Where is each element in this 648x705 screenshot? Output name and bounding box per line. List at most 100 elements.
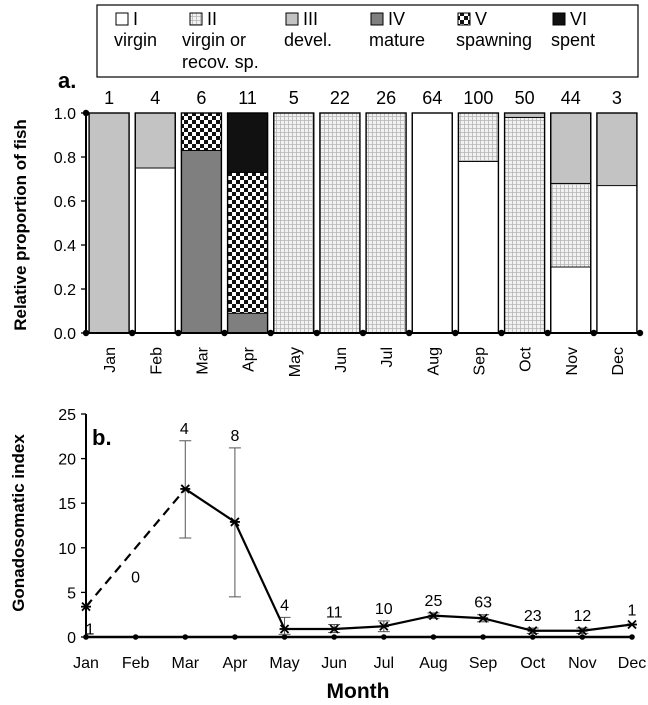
b-sample-size-label: 1 — [86, 622, 95, 639]
a-axis-dot — [544, 329, 551, 337]
legend-code-i: I — [133, 9, 138, 29]
a-sample-size-label: 22 — [330, 88, 350, 108]
legend-label-iv: mature — [369, 30, 425, 50]
legend-swatch-vi — [552, 12, 566, 26]
b-y-tick-label: 15 — [58, 496, 76, 513]
b-sample-size-label: 12 — [573, 608, 591, 625]
bar-segment-sep-stage-i — [457, 160, 499, 334]
bar-segment-mar-stage-iv — [180, 149, 222, 334]
b-sample-size-label: 1 — [628, 603, 637, 620]
a-axis-dot — [405, 329, 413, 337]
a-axis-dot — [128, 329, 136, 337]
b-sample-size-label: 63 — [474, 595, 492, 612]
a-x-tick-label: Dec — [610, 347, 627, 375]
bar-segment-apr-stage-vi — [227, 112, 269, 173]
b-y-tick-label: 5 — [67, 585, 76, 602]
legend-swatch-iii — [285, 12, 299, 26]
legend-swatch-iv — [370, 12, 384, 26]
bar-segment-oct-stage-ii — [504, 116, 546, 334]
b-sample-size-label: 10 — [375, 601, 393, 618]
b-y-tick-label: 0 — [67, 630, 76, 647]
a-axis-dot — [221, 329, 228, 337]
b-axis-dot — [579, 634, 586, 640]
bar-segment-jul-stage-ii — [365, 112, 407, 334]
a-y-tick-label: 0.0 — [54, 326, 76, 343]
bar-segment-aug-stage-i — [411, 112, 453, 334]
panel-b-x-axis-label: Month — [327, 680, 390, 703]
a-sample-size-label: 4 — [150, 88, 160, 108]
b-sample-size-label: 4 — [280, 597, 289, 614]
a-x-tick-label: Jun — [333, 347, 350, 373]
panel-b: b. Gonadosomatic index Month 0510152025 … — [9, 407, 646, 703]
a-axis-dot — [498, 329, 505, 337]
b-axis-dot — [83, 634, 89, 640]
b-point-jul — [378, 621, 389, 631]
a-x-tick-label: Nov — [564, 347, 581, 375]
b-x-tick-label: Jul — [374, 655, 394, 672]
b-axis-dot — [232, 634, 238, 640]
a-x-tick-label: May — [287, 347, 304, 377]
panel-a-y-axis-label: Relative proportion of fish — [11, 119, 30, 331]
legend-swatch-i — [115, 12, 129, 26]
panel-a-label: a. — [58, 68, 76, 93]
b-x-tick-label: Jun — [321, 655, 347, 672]
bar-segment-may-stage-ii — [273, 112, 315, 334]
b-sample-size-label: 23 — [524, 608, 542, 625]
b-x-tick-label: Oct — [520, 655, 545, 672]
legend-label-vi: spent — [551, 30, 595, 50]
b-axis-dot — [381, 634, 387, 640]
b-point-jan — [81, 602, 91, 612]
bar-segment-jan-stage-iii — [88, 112, 130, 334]
legend-code-iv: IV — [388, 9, 405, 29]
b-point-sep — [478, 613, 489, 623]
a-sample-size-label: 64 — [422, 88, 442, 108]
b-axis-dot — [281, 634, 288, 640]
legend-swatch-v — [457, 12, 471, 26]
a-axis-dot — [452, 329, 459, 337]
b-x-tick-label: Nov — [568, 655, 596, 672]
panel-b-label: b. — [92, 425, 112, 450]
b-axis-dot — [182, 634, 189, 640]
bar-segment-dec-stage-iii — [596, 112, 638, 187]
b-axis-dot — [132, 634, 139, 640]
panel-b-y-axis-label: Gonadosomatic index — [9, 434, 28, 612]
b-point-mar — [180, 484, 191, 494]
bar-segment-nov-stage-iii — [550, 112, 592, 184]
b-point-may — [279, 624, 290, 634]
bar-segment-apr-stage-v — [227, 171, 269, 314]
b-x-tick-label: Sep — [469, 655, 498, 672]
b-point-aug — [428, 610, 439, 621]
a-y-tick-label: 0.8 — [54, 150, 76, 167]
a-sample-size-label: 3 — [612, 88, 622, 108]
bar-segment-dec-stage-i — [596, 185, 638, 334]
a-axis-dot — [359, 329, 367, 337]
a-axis-dot — [313, 329, 321, 337]
a-sample-size-label: 6 — [196, 88, 206, 108]
a-axis-dot — [82, 329, 90, 337]
panel-a: a. Relative proportion of fish 1 4 6 11 5 22 2… — [11, 68, 644, 377]
a-axis-dot — [82, 109, 90, 117]
a-sample-size-label: 5 — [289, 88, 299, 108]
a-sample-size-label: 26 — [376, 88, 396, 108]
b-y-tick-label: 20 — [58, 452, 76, 469]
a-x-tick-label: Jan — [102, 347, 119, 373]
a-sample-size-label: 1 — [104, 88, 114, 108]
b-sample-size-label: 11 — [326, 605, 343, 622]
b-y-tick-label: 25 — [58, 407, 76, 424]
b-axis-dot — [529, 634, 536, 640]
legend-label-iii: devel. — [284, 30, 332, 50]
b-line-solid — [184, 488, 633, 632]
b-sample-size-label: 8 — [230, 428, 239, 445]
b-sample-size-label: 0 — [131, 570, 140, 587]
b-point-apr — [229, 517, 240, 527]
legend-code-vi: VI — [570, 9, 587, 29]
b-sample-size-label: 25 — [425, 593, 443, 610]
a-y-tick-label: 0.4 — [54, 238, 76, 255]
a-axis-dot — [175, 329, 182, 337]
a-y-tick-label: 0.6 — [54, 194, 76, 211]
legend-code-ii: II — [207, 9, 217, 29]
a-axis-dot — [267, 329, 274, 337]
bar-segment-nov-stage-ii — [550, 182, 592, 268]
bar-segment-nov-stage-i — [550, 266, 592, 334]
